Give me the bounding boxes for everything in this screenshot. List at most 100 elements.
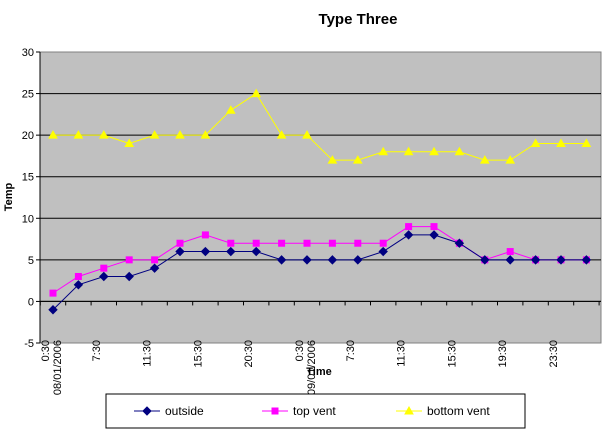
x-tick-label: 15:30 <box>446 340 458 368</box>
x-tick-label: 20:30 <box>243 340 255 368</box>
data-point-bottom-vent <box>581 138 592 147</box>
y-tick-label: 10 <box>22 213 34 225</box>
y-tick-label: 15 <box>22 172 34 184</box>
data-point-top-vent <box>125 256 133 264</box>
data-point-bottom-vent <box>149 130 160 139</box>
legend-box <box>105 393 526 429</box>
data-point-bottom-vent <box>479 155 490 164</box>
data-point-top-vent <box>379 239 387 247</box>
y-tick-label: 25 <box>22 89 34 101</box>
data-point-top-vent <box>201 231 209 239</box>
data-point-top-vent <box>303 239 311 247</box>
data-point-outside <box>454 238 465 248</box>
y-tick-label: -5 <box>24 338 34 350</box>
data-point-top-vent <box>506 248 514 256</box>
data-point-outside <box>530 255 541 265</box>
series-group <box>48 88 592 315</box>
x-tick-label: 0:30 <box>294 340 306 361</box>
y-tick-label: 0 <box>28 296 34 308</box>
legend-items: outside top vent bottom vent <box>134 404 490 418</box>
data-point-outside <box>99 271 109 282</box>
data-point-bottom-vent <box>403 146 414 156</box>
data-point-outside <box>48 305 58 315</box>
data-point-bottom-vent <box>327 155 338 164</box>
data-point-outside <box>276 255 287 265</box>
data-point-bottom-vent <box>505 155 516 164</box>
data-point-bottom-vent <box>124 138 135 147</box>
data-point-bottom-vent <box>556 138 566 147</box>
data-point-top-vent <box>405 223 413 231</box>
y-tick-label: 20 <box>22 130 34 142</box>
data-point-bottom-vent <box>530 138 541 147</box>
data-point-bottom-vent <box>225 105 236 114</box>
data-point-top-vent <box>252 239 260 247</box>
x-tick-label: 23:30 <box>548 340 560 368</box>
y-tick-label: 30 <box>22 47 34 59</box>
data-point-top-vent <box>278 239 286 247</box>
chart-title: Type Three <box>319 11 398 28</box>
data-point-bottom-vent <box>48 130 58 139</box>
data-point-bottom-vent <box>200 130 211 139</box>
data-point-outside <box>429 230 439 240</box>
data-point-bottom-vent <box>378 146 389 156</box>
data-point-bottom-vent <box>175 130 185 139</box>
x-tick-label: 08/01/2006 <box>52 340 64 395</box>
data-point-bottom-vent <box>98 130 109 139</box>
data-point-outside <box>73 280 84 290</box>
data-point-bottom-vent <box>352 155 363 164</box>
data-point-bottom-vent <box>454 146 465 156</box>
data-point-outside <box>327 255 338 265</box>
data-point-outside <box>480 255 490 265</box>
data-point-outside <box>556 255 566 265</box>
data-point-bottom-vent <box>276 130 287 139</box>
series-outside <box>48 230 592 315</box>
x-tick-label: 11:30 <box>396 340 408 367</box>
x-tick-label: 15:30 <box>192 340 204 368</box>
data-point-top-vent <box>176 239 184 247</box>
data-point-top-vent <box>354 239 362 247</box>
x-tick-label: 7:30 <box>345 340 357 361</box>
legend-item-outside: outside <box>134 404 204 418</box>
data-point-outside <box>353 255 363 265</box>
x-tick-label: 7:30 <box>91 340 103 361</box>
data-point-outside <box>302 255 312 265</box>
legend-marker <box>404 405 414 415</box>
data-point-outside <box>505 255 515 265</box>
data-point-outside <box>200 246 211 257</box>
legend-item-top-vent: top vent <box>262 404 336 418</box>
y-axis-label: Temp <box>3 182 15 211</box>
data-point-outside <box>149 263 160 273</box>
data-point-outside <box>226 246 236 257</box>
data-point-top-vent <box>49 289 57 297</box>
plot-area <box>39 51 602 344</box>
legend-item-bottom-vent: bottom vent <box>396 404 490 418</box>
data-point-top-vent <box>328 239 336 247</box>
data-point-outside <box>581 255 592 265</box>
data-point-top-vent <box>430 223 438 231</box>
data-point-outside <box>251 246 261 257</box>
legend-label: bottom vent <box>427 404 490 418</box>
x-axis-label: Time <box>306 366 331 378</box>
x-tick-label: 11:30 <box>142 340 154 367</box>
y-tick-label: 5 <box>28 255 34 267</box>
data-point-outside <box>378 246 388 257</box>
legend-marker <box>271 407 279 415</box>
x-tick-label: 19:30 <box>497 340 509 368</box>
series-bottom-vent <box>48 88 592 164</box>
x-tick-label: 0:30 <box>40 340 52 361</box>
data-point-bottom-vent <box>73 130 84 139</box>
series-line-top-vent <box>52 226 587 294</box>
legend: outside top vent bottom vent <box>105 393 526 429</box>
data-point-bottom-vent <box>302 130 312 139</box>
legend-label: outside <box>165 404 204 418</box>
data-point-outside <box>124 271 134 282</box>
data-point-outside <box>175 246 185 257</box>
data-point-bottom-vent <box>251 88 262 98</box>
data-point-outside <box>403 230 414 240</box>
data-point-top-vent <box>74 272 82 280</box>
data-point-bottom-vent <box>429 146 439 156</box>
x-tick-label: 09/01/2006 <box>306 340 318 395</box>
